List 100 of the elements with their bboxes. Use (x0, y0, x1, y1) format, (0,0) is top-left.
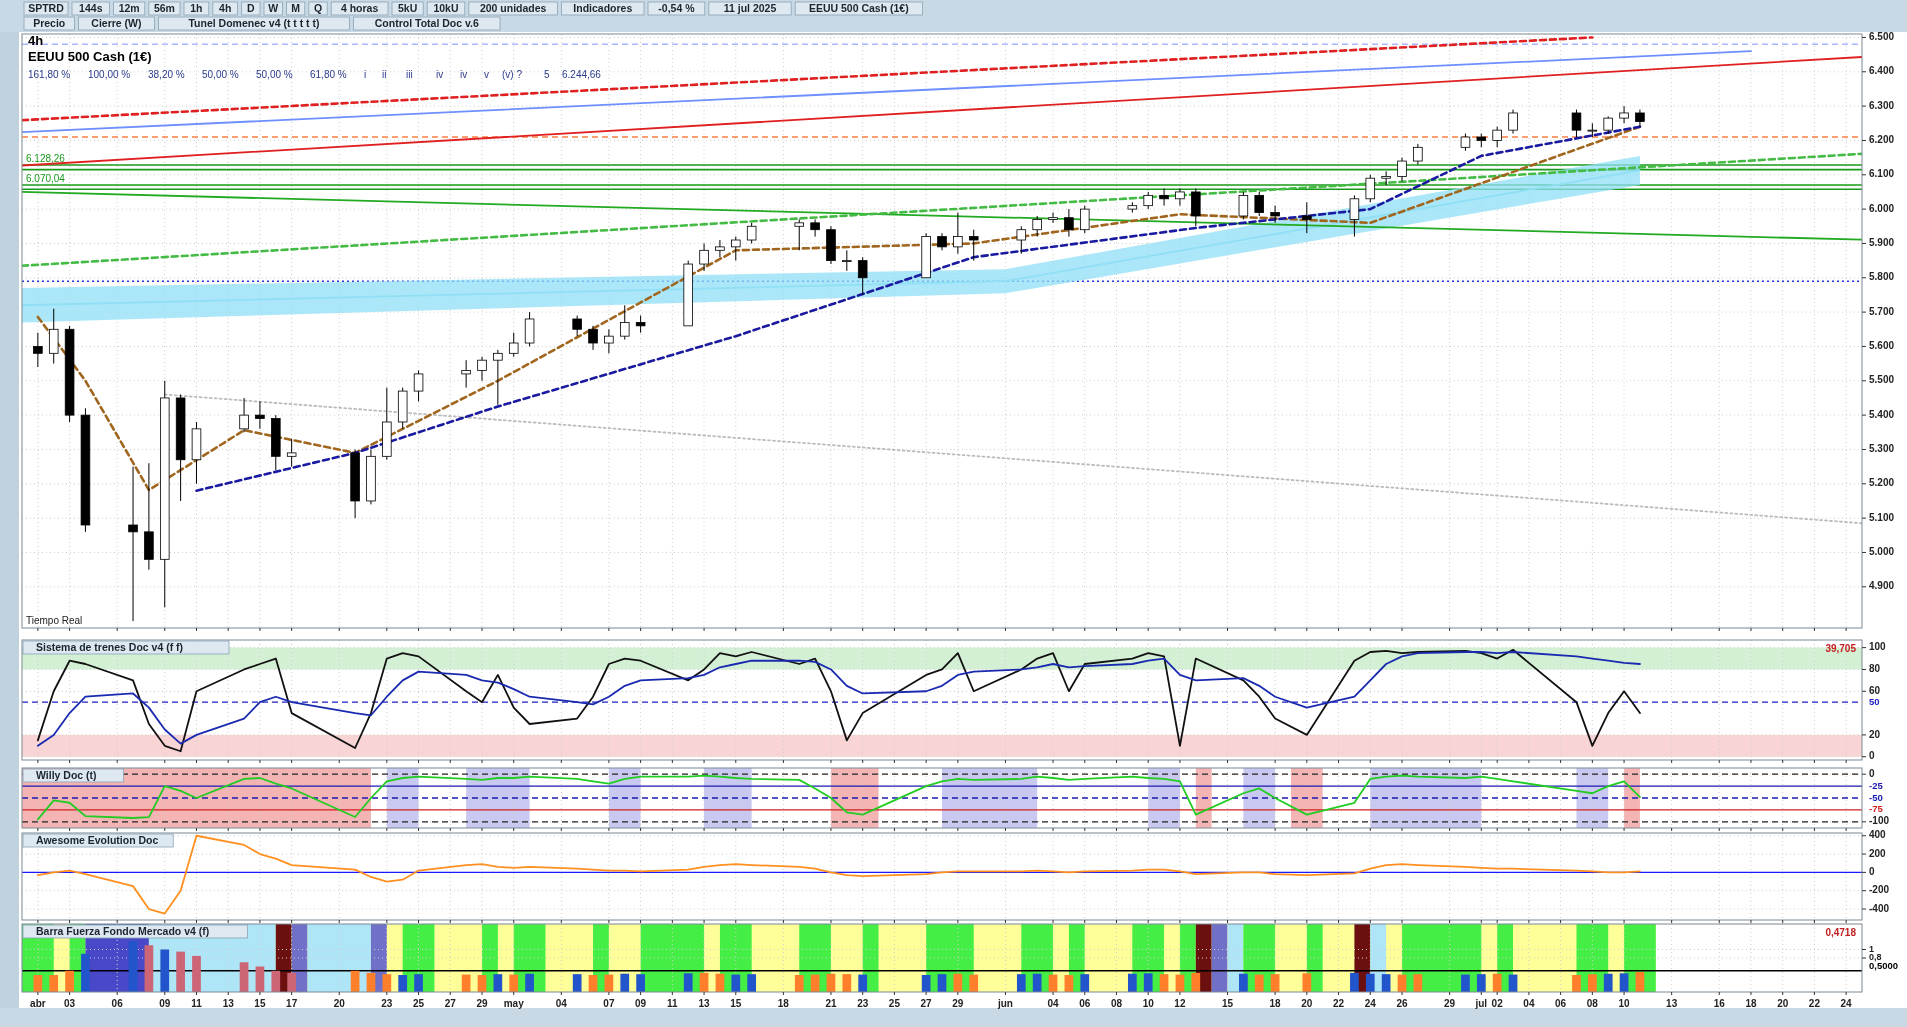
bar (382, 974, 392, 992)
text: Cierre (W) (91, 17, 142, 29)
bar (1143, 973, 1153, 992)
bar (461, 974, 471, 992)
annotation: 161,80 % (28, 69, 71, 80)
annotation: Tiempo Real (26, 615, 83, 626)
candlestick (968, 229, 979, 262)
ref-line-label: 6.128,26 (26, 153, 66, 165)
x-tick-label: 29 (476, 998, 488, 1009)
bar (414, 974, 423, 992)
candlestick (493, 349, 503, 406)
bar (1032, 973, 1042, 992)
x-tick-label: 23 (857, 998, 869, 1009)
bar (1302, 973, 1312, 992)
bar (921, 975, 931, 992)
y-tick-label: -100 (1869, 815, 1890, 827)
candlestick (128, 466, 138, 622)
bar (683, 973, 693, 992)
annotation: i (364, 69, 367, 80)
y-tick-label: -200 (1869, 884, 1890, 896)
bar (65, 970, 74, 992)
y-tick-label: 5.400 (1869, 408, 1895, 420)
x-tick-label: 20 (1301, 998, 1313, 1009)
candlestick (1016, 225, 1027, 255)
x-tick-label: 13 (698, 998, 711, 1009)
x-tick-label: 18 (1745, 998, 1757, 1009)
bar (1191, 972, 1201, 992)
candlestick (857, 256, 868, 296)
candlestick (1413, 143, 1423, 165)
x-tick-label: 29 (1444, 998, 1456, 1009)
y-tick-label: 6.500 (1869, 31, 1895, 43)
candlestick (1302, 201, 1312, 234)
text: 1h (190, 2, 203, 14)
chart-subtitle: 4h (28, 33, 44, 48)
bar (1127, 973, 1137, 992)
y-tick-label: 60 (1869, 684, 1881, 696)
annotation: 5 (544, 69, 550, 80)
bar (49, 975, 59, 992)
text: Indicadores (573, 2, 633, 14)
candlestick (1254, 191, 1264, 217)
annotation: 61,80 % (310, 69, 347, 80)
x-tick-label: 12 (1174, 998, 1186, 1009)
bar (842, 974, 852, 992)
x-tick-label: 06 (1079, 998, 1091, 1009)
annotation: ii (382, 69, 387, 80)
annotation: 6.244,66 (562, 69, 602, 80)
candlestick (746, 222, 757, 244)
text: D (247, 2, 255, 14)
annotation: (v) ? (502, 69, 523, 80)
bar (747, 974, 757, 992)
y-tick-label: 0 (1869, 866, 1875, 878)
x-tick-label: 27 (444, 998, 457, 1009)
bar (1461, 974, 1470, 992)
y-tick-label: 4.900 (1869, 580, 1895, 592)
x-tick-label: 10 (1618, 998, 1631, 1009)
bar (1492, 973, 1502, 992)
bar (1476, 974, 1486, 992)
text: 56m (153, 2, 175, 14)
bar (1080, 974, 1090, 992)
y-tick-label: 5.600 (1869, 340, 1895, 352)
candlestick (810, 218, 820, 238)
annotation: iv (436, 69, 444, 80)
annotation: v (484, 69, 489, 80)
x-tick-label: 18 (1269, 998, 1282, 1009)
text: SPTRD (28, 2, 65, 14)
y-tick-label: 80 (1869, 663, 1881, 675)
x-tick-label: 11 (191, 998, 203, 1009)
x-tick-label: 23 (381, 998, 393, 1009)
candlestick (731, 236, 741, 262)
x-tick-label: 13 (222, 998, 235, 1009)
x-tick-label: 25 (888, 998, 901, 1009)
candlestick (239, 397, 249, 433)
candlestick (33, 332, 43, 368)
x-tick-label: 04 (555, 998, 568, 1009)
bar (1365, 973, 1375, 992)
text: 10kU (433, 2, 459, 14)
x-tick-label: jul (1474, 998, 1488, 1009)
x-tick-label: jun (996, 998, 1013, 1009)
candlestick (1619, 105, 1629, 124)
x-tick-label: 13 (1666, 998, 1678, 1009)
x-tick-label: 26 (1396, 998, 1408, 1009)
x-tick-label: 02 (1491, 998, 1504, 1009)
bar (192, 955, 201, 992)
x-tick-label: 15 (254, 998, 266, 1009)
y-tick-label: 200 (1869, 847, 1887, 859)
annotation: iii (406, 69, 413, 80)
y-tick-label: 6.400 (1869, 65, 1895, 77)
candlestick (477, 356, 487, 382)
x-tick-label: 09 (635, 998, 647, 1009)
candlestick (1492, 126, 1502, 148)
text: M (291, 2, 301, 14)
candlestick (1381, 170, 1391, 186)
text: -0,54 % (658, 2, 696, 14)
bar (1381, 974, 1391, 992)
candlestick (620, 304, 630, 341)
line-series (36, 834, 1641, 915)
bar (1350, 972, 1359, 992)
chart-title: Awesome Evolution Doc (36, 834, 159, 846)
candlestick (1238, 191, 1249, 220)
y-tick-label: 5.000 (1869, 546, 1895, 558)
